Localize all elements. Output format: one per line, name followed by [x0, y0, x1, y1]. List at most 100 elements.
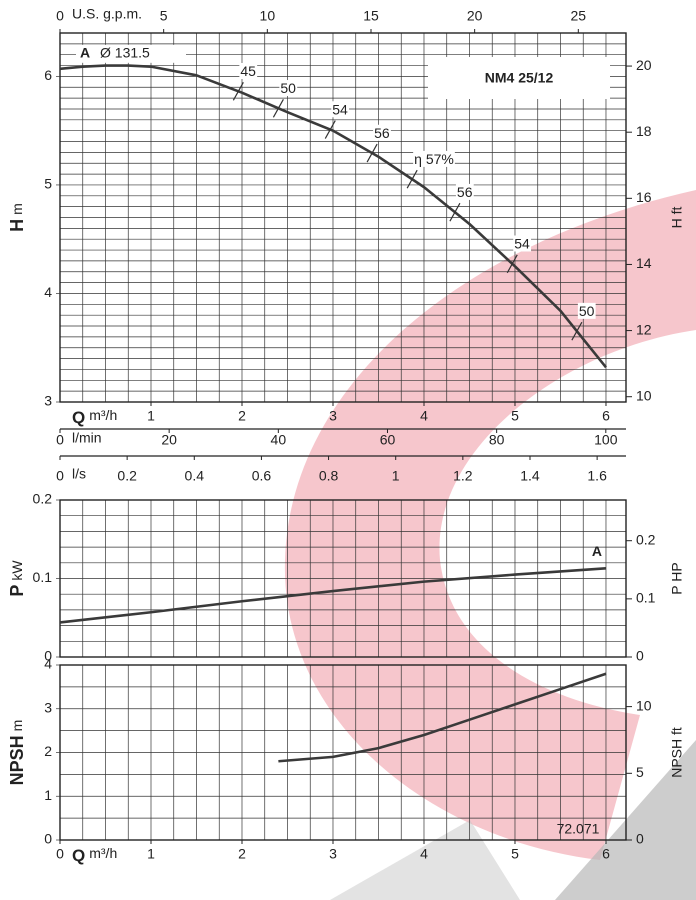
- chart-title: NM4 25/12: [485, 70, 554, 86]
- y-axis-name: NPSH: [7, 735, 27, 785]
- y2-tick-label: 10: [636, 697, 652, 713]
- curve: [59, 64, 607, 369]
- impeller-label: Ø 131.5: [100, 45, 150, 61]
- efficiency-label: 50: [579, 303, 595, 319]
- x-tick-label: 5: [511, 846, 519, 862]
- y-axis-unit: m: [9, 203, 25, 215]
- x-tick-label: 3: [329, 408, 337, 424]
- x-axis-label: U.S. g.p.m.: [72, 6, 142, 22]
- y-tick-label: 4: [44, 284, 52, 300]
- y2-tick-label: 16: [636, 189, 652, 205]
- y-tick-label: 1: [44, 787, 52, 803]
- y-axis-unit: m: [9, 720, 25, 732]
- efficiency-mark: [506, 254, 518, 274]
- x-tick-label: 40: [271, 432, 287, 448]
- y2-tick-label: 10: [636, 387, 652, 403]
- x-tick-label: 100: [594, 432, 618, 448]
- y-tick-label: 3: [44, 699, 52, 715]
- efficiency-label: 54: [514, 236, 530, 252]
- curve: [59, 566, 607, 624]
- x-axis-label: l/s: [72, 466, 86, 482]
- x-tick-label: 5: [160, 8, 168, 24]
- label-bg: [279, 80, 298, 97]
- y-axis-label: PkW: [7, 560, 27, 597]
- y2-tick-label: 14: [636, 255, 652, 271]
- y-axis-name: H: [7, 219, 27, 232]
- x-axis-unit: m³/h: [89, 407, 117, 423]
- x-tick-label: 80: [489, 432, 505, 448]
- x-axis-name: Q: [72, 408, 85, 427]
- x-tick-label: 15: [363, 8, 379, 24]
- x-tick-label: 3: [329, 846, 337, 862]
- x-axis-name: Q: [72, 846, 85, 865]
- x-tick-label: 0.6: [252, 468, 272, 484]
- x-tick-label: 0: [56, 8, 64, 24]
- x-tick-label: 0.8: [319, 468, 339, 484]
- watermark-swoosh: [284, 190, 696, 860]
- x-tick-label: 0.2: [117, 468, 137, 484]
- y-tick-label: 4: [44, 656, 52, 672]
- x-tick-label: 1: [147, 408, 155, 424]
- y-tick-label: 0: [44, 648, 52, 664]
- x-tick-label: 2: [238, 408, 246, 424]
- y2-tick-label: 0.1: [636, 590, 656, 606]
- efficiency-mark: [406, 169, 418, 189]
- label-bg: [331, 101, 350, 118]
- x-tick-label: 6: [602, 846, 610, 862]
- x-tick-label: 0: [56, 432, 64, 448]
- label-bg: [455, 183, 474, 200]
- y-tick-label: 0: [44, 831, 52, 847]
- x-tick-label: 4: [420, 408, 428, 424]
- y2-tick-label: 12: [636, 321, 652, 337]
- y-tick-label: 6: [44, 67, 52, 83]
- x-tick-label: 4: [420, 846, 428, 862]
- x-tick-label: 0: [56, 468, 64, 484]
- x-tick-label: 1: [147, 846, 155, 862]
- watermark: [284, 190, 696, 900]
- x-tick-label: 1.2: [453, 468, 473, 484]
- efficiency-mark: [366, 143, 378, 163]
- y2-axis-label: NPSH ft: [669, 727, 685, 778]
- x-tick-label: 20: [467, 8, 483, 24]
- x-tick-label: 0: [56, 846, 64, 862]
- efficiency-mark: [571, 321, 583, 341]
- label-bg: [513, 235, 532, 252]
- y2-tick-label: 18: [636, 123, 652, 139]
- y-axis-label: Hm: [7, 203, 27, 232]
- title-box: [428, 57, 610, 99]
- y-tick-label: 3: [44, 393, 52, 409]
- y2-axis-label: H ft: [669, 207, 685, 229]
- y-tick-label: 2: [44, 743, 52, 759]
- efficiency-mark: [324, 120, 336, 139]
- y2-tick-label: 5: [636, 764, 644, 780]
- label-bg: [373, 124, 391, 141]
- efficiency-label: 45: [240, 63, 256, 79]
- efficiency-label: η 57%: [414, 151, 454, 167]
- code-label: 72.071: [557, 821, 600, 837]
- x-tick-label: 5: [511, 408, 519, 424]
- x-tick-label: 1.6: [587, 468, 607, 484]
- efficiency-mark: [272, 99, 284, 118]
- label-bg: [577, 302, 596, 319]
- y2-tick-label: 20: [636, 57, 652, 73]
- x-axis-label: l/min: [72, 430, 102, 446]
- efficiency-mark: [232, 82, 244, 101]
- y-tick-label: 0.1: [33, 569, 53, 585]
- y-tick-label: 0.2: [33, 491, 53, 507]
- x-tick-label: 10: [260, 8, 276, 24]
- x-tick-label: 0.4: [185, 468, 205, 484]
- x-tick-label: 1.4: [520, 468, 540, 484]
- efficiency-label: 50: [280, 80, 296, 96]
- y-axis-unit: kW: [9, 560, 25, 581]
- y2-tick-label: 0: [636, 831, 644, 847]
- plot-frame: [59, 32, 627, 403]
- efficiency-label: 56: [457, 184, 473, 200]
- x-tick-label: 25: [571, 8, 587, 24]
- efficiency-label: 54: [332, 101, 348, 117]
- x-axis-unit: m³/h: [89, 845, 117, 861]
- x-tick-label: 1: [392, 468, 400, 484]
- x-tick-label: 2: [238, 846, 246, 862]
